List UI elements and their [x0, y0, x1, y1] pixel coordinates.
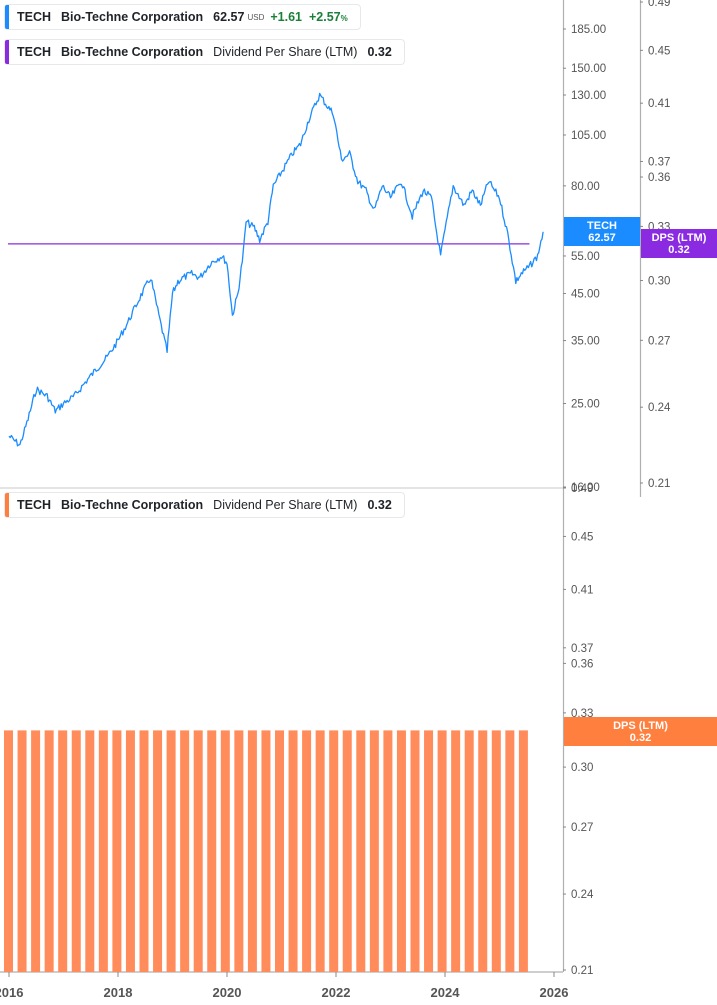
svg-text:0.21: 0.21	[571, 965, 593, 977]
dps-bars	[4, 730, 528, 972]
legend-company-name: Bio-Techne Corporation	[61, 498, 204, 512]
legend-dps-top[interactable]: TECH Bio-Techne Corporation Dividend Per…	[4, 39, 405, 65]
x-axis: 2016 2018 2020 2022 2024 2026	[0, 972, 568, 1000]
svg-text:0.24: 0.24	[648, 402, 671, 414]
legend-metric: Dividend Per Share (LTM)	[213, 45, 358, 59]
svg-text:105.00: 105.00	[571, 130, 606, 142]
svg-text:0.27: 0.27	[648, 335, 670, 347]
svg-text:2022: 2022	[322, 985, 351, 1000]
dps-tag-value: 0.32	[668, 243, 690, 256]
pct-sign: %	[340, 14, 348, 23]
legend-price-value: 62.57	[213, 10, 245, 24]
svg-text:25.00: 25.00	[571, 398, 600, 410]
dps-tag-value: 0.32	[629, 731, 652, 744]
svg-text:45.00: 45.00	[571, 289, 600, 301]
svg-text:0.36: 0.36	[648, 172, 670, 184]
legend-color-swatch	[5, 493, 9, 517]
svg-text:0.49: 0.49	[648, 0, 670, 9]
svg-text:0.37: 0.37	[571, 643, 593, 655]
pct-value: +2.57	[308, 10, 341, 24]
legend-price-change: +1.61	[270, 10, 302, 24]
svg-text:2026: 2026	[540, 985, 569, 1000]
legend-ticker: TECH	[17, 10, 52, 24]
legend-color-swatch	[5, 5, 9, 29]
svg-text:2020: 2020	[213, 985, 242, 1000]
price-tag-label: TECH	[587, 219, 617, 232]
svg-text:150.00: 150.00	[571, 63, 606, 75]
svg-text:0.45: 0.45	[571, 531, 593, 543]
svg-text:0.30: 0.30	[571, 762, 593, 774]
svg-text:0.21: 0.21	[648, 478, 670, 490]
legend-price[interactable]: TECH Bio-Techne Corporation 62.57 USD +1…	[4, 4, 361, 30]
legend-price-change-pct: +2.57%	[309, 10, 348, 24]
svg-text:35.00: 35.00	[571, 336, 600, 348]
dps-tag-label: DPS (LTM)	[613, 719, 668, 732]
legend-currency: USD	[247, 12, 265, 22]
legend-company-name: Bio-Techne Corporation	[61, 45, 204, 59]
svg-text:16.00: 16.00	[571, 482, 600, 494]
svg-text:0.45: 0.45	[648, 45, 670, 57]
svg-text:0.27: 0.27	[571, 822, 593, 834]
price-tag: TECH 62.57	[564, 217, 640, 246]
svg-text:55.00: 55.00	[571, 251, 600, 263]
price-axis: 185.00 150.00 130.00 105.00 80.00 55.00 45.00 3…	[563, 24, 606, 494]
svg-text:0.49: 0.49	[571, 483, 593, 495]
dps-tag-top: DPS (LTM) 0.32	[641, 229, 717, 258]
legend-metric-value: 0.32	[367, 45, 392, 59]
dps-tag-label: DPS (LTM)	[651, 231, 707, 244]
svg-text:2016: 2016	[0, 985, 23, 1000]
svg-text:0.36: 0.36	[571, 658, 593, 670]
svg-text:185.00: 185.00	[571, 24, 606, 36]
dps-axis-bottom: 0.49 0.45 0.41 0.37 0.36 0.33 0.30 0.27 0.24 0.21	[563, 483, 594, 977]
legend-ticker: TECH	[17, 498, 52, 512]
price-tag-value: 62.57	[588, 231, 616, 244]
svg-text:130.00: 130.00	[571, 90, 606, 102]
svg-text:80.00: 80.00	[571, 181, 600, 193]
svg-text:2018: 2018	[104, 985, 133, 1000]
legend-ticker: TECH	[17, 45, 52, 59]
svg-text:2024: 2024	[431, 985, 461, 1000]
svg-text:0.24: 0.24	[571, 889, 594, 901]
svg-text:0.41: 0.41	[648, 98, 670, 110]
legend-color-swatch	[5, 40, 9, 64]
dps-tag-bottom: DPS (LTM) 0.32	[564, 717, 717, 746]
legend-dps-bottom[interactable]: TECH Bio-Techne Corporation Dividend Per…	[4, 492, 405, 518]
legend-metric-value: 0.32	[367, 498, 392, 512]
svg-text:0.33: 0.33	[571, 708, 593, 720]
legend-company-name: Bio-Techne Corporation	[61, 10, 204, 24]
legend-metric: Dividend Per Share (LTM)	[213, 498, 358, 512]
svg-text:0.30: 0.30	[648, 276, 670, 288]
svg-text:0.37: 0.37	[648, 156, 670, 168]
svg-text:0.41: 0.41	[571, 584, 593, 596]
price-line	[8, 92, 544, 447]
